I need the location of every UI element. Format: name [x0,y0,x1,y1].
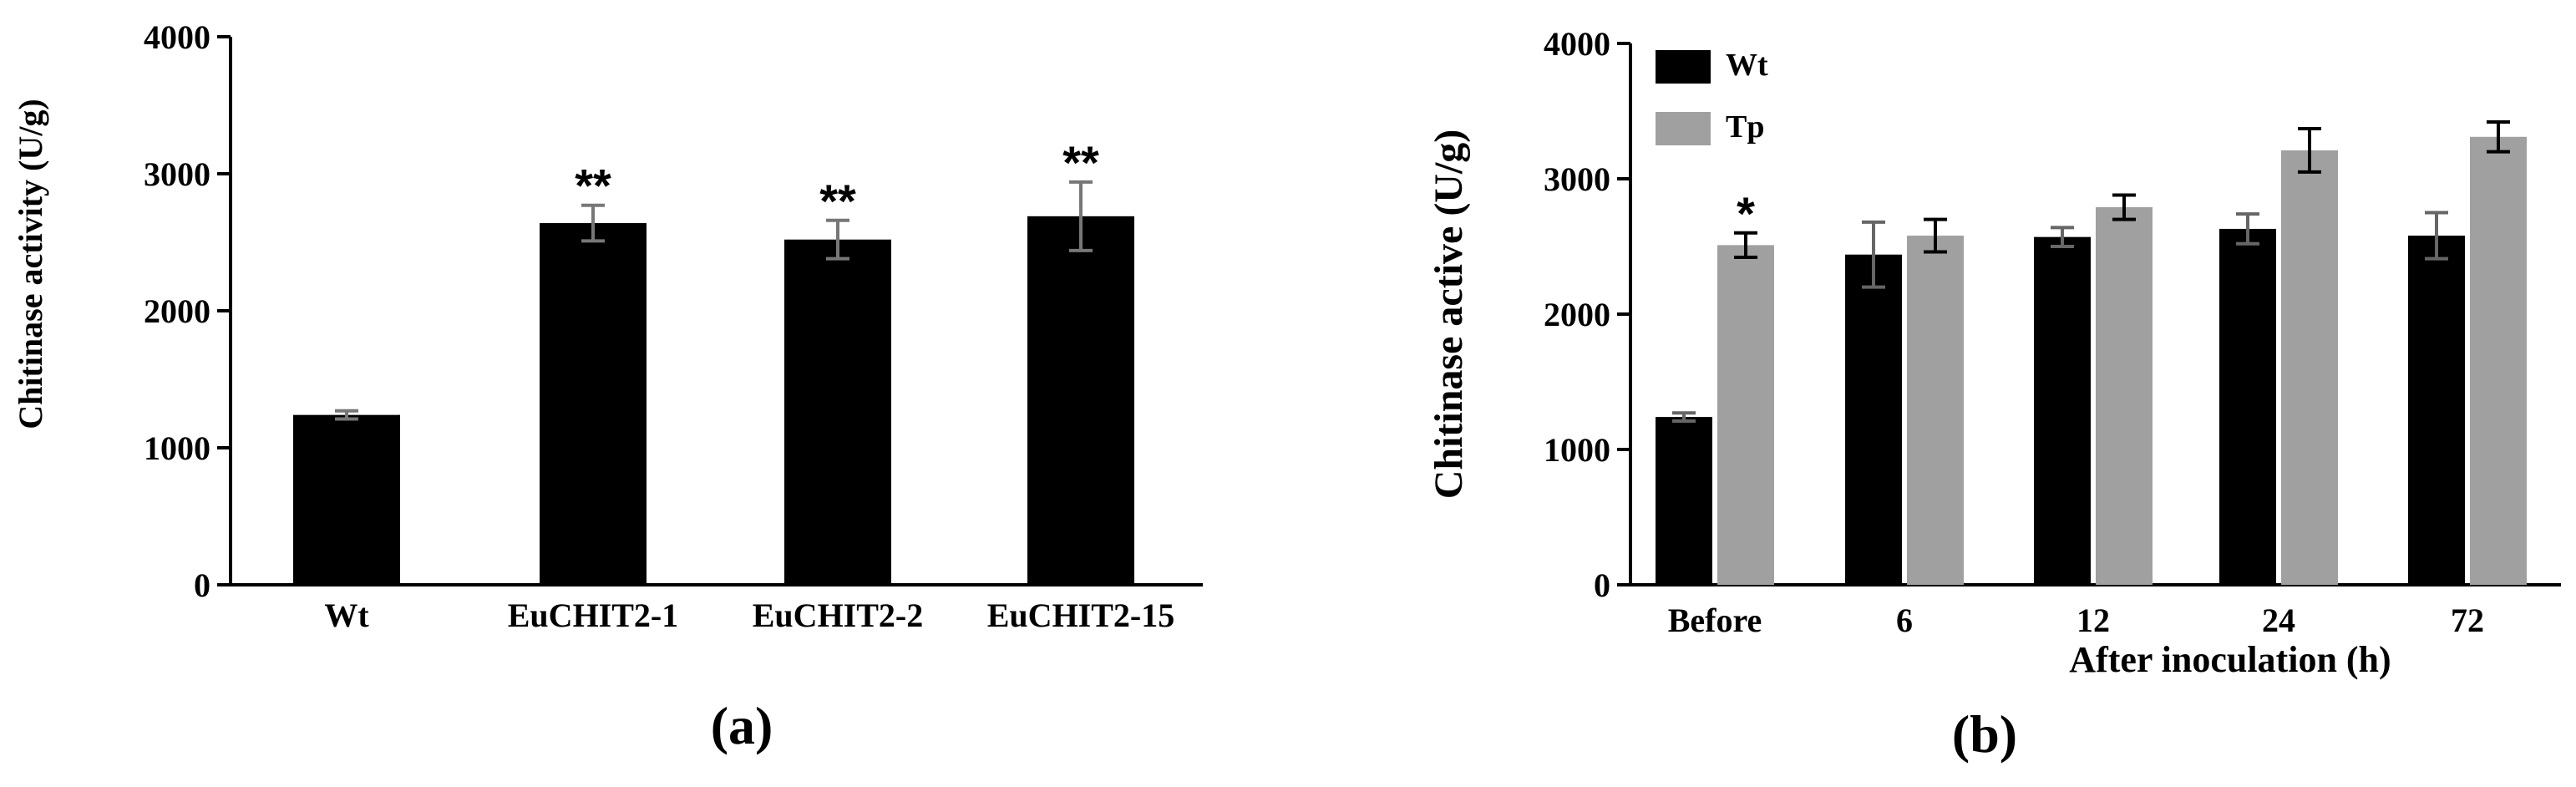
significance-marker: ** [1062,136,1099,189]
bar [1656,417,1712,585]
y-axis-title: Chitinase active (U/g) [1427,129,1471,500]
panel-b-chart: 0 1000 2000 3000 4000 Chitinase active (U/g) B… [1427,25,2561,764]
y-tick-label: 3000 [144,155,210,193]
bar [2408,236,2465,585]
x-tick-label: Before [1668,602,1762,639]
y-tick-label: 1000 [144,429,210,467]
x-tick-label: EuCHIT2-15 [987,597,1175,634]
panel-label: (b) [1952,704,2017,764]
y-tick-label: 3000 [1544,160,1610,198]
bar [2034,236,2091,585]
bar [1717,245,1774,585]
bar [1845,254,1902,585]
bar [784,239,891,585]
bar [2219,228,2276,585]
x-tick-label: EuCHIT2-1 [508,597,679,634]
x-tick-label: 24 [2262,602,2295,639]
y-axis-title: Chitinase activity (U/g) [12,99,49,429]
x-tick-label: 6 [1896,602,1913,639]
significance-marker: * [1737,187,1755,240]
panel-a-chart: 0 1000 2000 3000 4000 Chitinase activity (U/g… [12,18,1203,755]
x-tick-label: Wt [324,597,369,634]
x-tick-label: EuCHIT2-2 [753,597,924,634]
y-tick-label: 2000 [1544,296,1610,333]
bar [2470,136,2527,585]
panel-label: (a) [711,696,773,755]
y-tick-label: 4000 [1544,25,1610,63]
bar [1907,236,1964,585]
bar [2096,207,2153,585]
y-tick-label: 2000 [144,292,210,330]
significance-marker: ** [575,160,611,212]
x-axis-title: After inoculation (h) [2069,639,2391,680]
legend-swatch [1656,112,1711,145]
y-tick-label: 1000 [1544,431,1610,469]
bar [540,223,647,585]
legend-swatch [1656,50,1711,84]
legend-label: Tp [1726,109,1764,145]
legend-label: Wt [1726,48,1768,83]
bar [293,414,400,585]
y-tick-label: 0 [194,566,210,604]
y-tick-label: 0 [1594,566,1610,604]
significance-marker: ** [819,175,856,227]
bar [2281,150,2338,586]
x-tick-label: 12 [2077,602,2110,639]
bar [1027,216,1134,585]
y-tick-label: 4000 [144,18,210,56]
x-tick-label: 72 [2451,602,2484,639]
